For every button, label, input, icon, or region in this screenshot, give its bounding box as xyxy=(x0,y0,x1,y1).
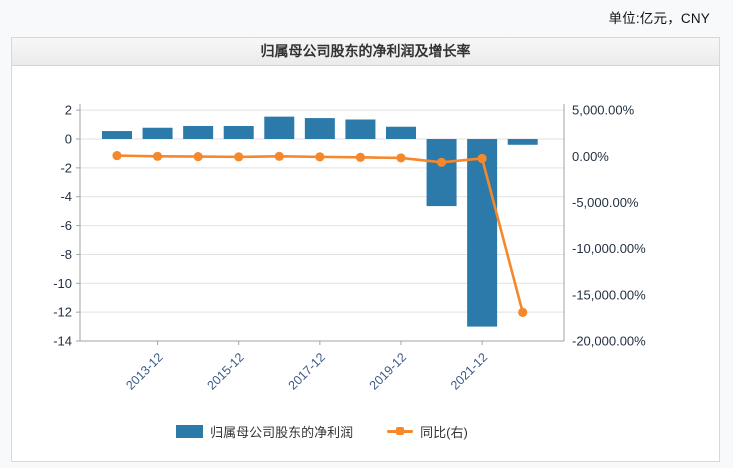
left-axis-label: -14 xyxy=(53,334,72,349)
yoy-growth-line xyxy=(115,154,525,314)
bar-2020-12[interactable] xyxy=(426,139,457,207)
bar-2013-12[interactable] xyxy=(142,127,173,139)
line-point-2020-12[interactable] xyxy=(436,157,447,167)
bar-2022-12[interactable] xyxy=(507,139,538,145)
yoy-line-marker-icon xyxy=(387,425,414,438)
bar-2012-12[interactable] xyxy=(102,131,132,139)
legend-label-net-profit: 归属母公司股东的净利润 xyxy=(210,424,354,440)
chart-legend: 归属母公司股东的净利润 同比(右) xyxy=(80,420,564,442)
bar-2018-12[interactable] xyxy=(345,119,376,139)
right-axis-label: -10,000.00% xyxy=(572,241,646,256)
right-axis-label: -5,000.00% xyxy=(572,195,639,210)
chart-panel: 归属母公司股东的净利润及增长率 xyxy=(11,37,720,462)
line-point-2014-12[interactable] xyxy=(193,151,203,162)
line-point-2021-12[interactable] xyxy=(477,153,487,164)
legend-item-yoy[interactable]: 同比(右) xyxy=(387,422,468,441)
unit-label: 单位:亿元，CNY xyxy=(608,11,710,26)
net-profit-swatch-icon xyxy=(176,424,204,438)
left-axis-label: -6 xyxy=(60,218,72,233)
right-axis-label: 5,000.00% xyxy=(572,103,635,118)
line-point-2019-12[interactable] xyxy=(396,153,406,163)
left-axis-label: -8 xyxy=(60,247,72,262)
line-point-2013-12[interactable] xyxy=(152,151,163,161)
right-axis-label: -20,000.00% xyxy=(572,334,646,349)
line-point-2015-12[interactable] xyxy=(234,152,244,162)
left-axis-label: 2 xyxy=(65,103,72,118)
right-axis-label: -15,000.00% xyxy=(572,287,646,302)
line-point-2016-12[interactable] xyxy=(274,151,284,161)
left-axis-label: -12 xyxy=(53,305,72,320)
left-axis-label: 0 xyxy=(65,132,72,147)
line-point-2012-12[interactable] xyxy=(112,150,122,161)
bar-2019-12[interactable] xyxy=(385,126,416,139)
line-point-2022-12[interactable] xyxy=(518,307,528,317)
legend-label-yoy: 同比(右) xyxy=(420,424,468,440)
left-axis-label: -4 xyxy=(60,189,72,204)
right-axis-label: 0.00% xyxy=(572,149,609,164)
x-axis-label: 2017-12 xyxy=(286,350,328,392)
bar-2021-12[interactable] xyxy=(467,139,498,327)
line-point-2017-12[interactable] xyxy=(315,152,325,162)
bar-2015-12[interactable] xyxy=(223,126,254,139)
legend-item-net-profit[interactable]: 归属母公司股东的净利润 xyxy=(176,422,353,441)
bar-2016-12[interactable] xyxy=(264,116,295,139)
bar-2017-12[interactable] xyxy=(304,118,335,139)
chart-title: 归属母公司股东的净利润及增长率 xyxy=(12,38,719,66)
x-axis-label: 2013-12 xyxy=(123,350,165,392)
left-axis-label: -2 xyxy=(60,160,72,175)
left-axis-label: -10 xyxy=(53,276,72,291)
x-axis-label: 2015-12 xyxy=(204,350,246,392)
line-point-2018-12[interactable] xyxy=(355,152,366,162)
bar-2014-12[interactable] xyxy=(183,126,214,139)
x-axis-label: 2021-12 xyxy=(448,350,490,392)
x-axis-label: 2019-12 xyxy=(367,350,409,392)
